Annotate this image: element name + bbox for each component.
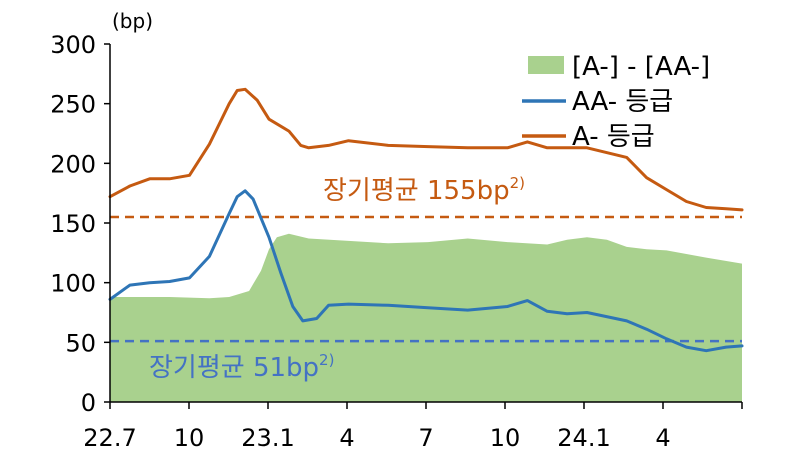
y-tick-label: 200 bbox=[50, 150, 96, 178]
annotations-layer: 장기평균 155bp2)장기평균 51bp2) bbox=[149, 174, 525, 383]
y-tick-label: 100 bbox=[50, 270, 96, 298]
series-line-2 bbox=[108, 87, 744, 212]
line-series-layer bbox=[108, 87, 744, 353]
x-tick-label: 7 bbox=[418, 424, 433, 452]
y-tick-label: 0 bbox=[81, 389, 96, 417]
x-tick-label: 10 bbox=[490, 424, 521, 452]
x-tick-label: 24.1 bbox=[557, 424, 610, 452]
reference-label-footnote: 2) bbox=[510, 174, 525, 192]
series-line-1 bbox=[108, 189, 744, 353]
reference-label-text: 장기평균 51bp bbox=[149, 353, 319, 383]
y-tick-label: 50 bbox=[65, 329, 96, 357]
reference-label-0: 장기평균 155bp2) bbox=[323, 174, 525, 206]
y-tick-label: 150 bbox=[50, 210, 96, 238]
y-tick-label: 300 bbox=[50, 31, 96, 59]
legend-swatch-area bbox=[528, 56, 564, 74]
reference-label-footnote: 2) bbox=[319, 351, 334, 369]
x-tick-label: 4 bbox=[339, 424, 354, 452]
legend: [A-] - [AA-] AA- 등급 A- 등급 bbox=[522, 52, 710, 152]
legend-label: [A-] - [AA-] bbox=[572, 52, 710, 82]
y-tick-label: 250 bbox=[50, 91, 96, 119]
legend-label: AA- 등급 bbox=[572, 87, 673, 117]
series-area-0 bbox=[110, 233, 742, 402]
area-series-layer bbox=[110, 233, 742, 402]
y-unit-label: (bp) bbox=[112, 9, 153, 33]
x-tick-label: 10 bbox=[174, 424, 205, 452]
x-tick-label: 4 bbox=[655, 424, 670, 452]
axes-layer: 0 50 100 150 200 250 300 22.7 10 23.1 4 7 10 24.1 4 bbox=[50, 31, 743, 452]
reference-lines-layer bbox=[110, 215, 742, 343]
reference-label-text: 장기평균 155bp bbox=[323, 176, 510, 206]
x-tick-label: 22.7 bbox=[83, 424, 136, 452]
reference-label-1: 장기평균 51bp2) bbox=[149, 351, 334, 383]
x-tick-label: 23.1 bbox=[241, 424, 294, 452]
legend-label: A- 등급 bbox=[572, 122, 655, 152]
